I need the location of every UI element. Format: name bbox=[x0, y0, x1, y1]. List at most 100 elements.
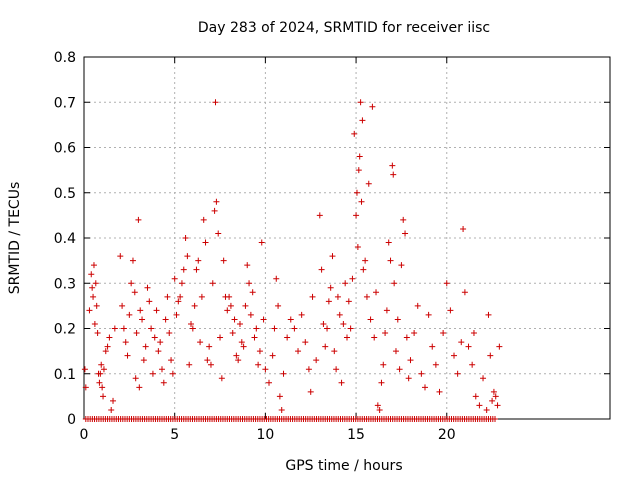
data-point bbox=[432, 361, 439, 368]
data-point bbox=[354, 244, 361, 251]
data-point bbox=[240, 343, 247, 350]
data-point bbox=[177, 293, 184, 300]
data-series bbox=[81, 99, 503, 422]
data-point bbox=[206, 343, 213, 350]
data-point bbox=[421, 384, 428, 391]
data-point bbox=[149, 370, 156, 377]
data-point bbox=[396, 366, 403, 373]
data-point bbox=[276, 393, 283, 400]
data-point bbox=[371, 334, 378, 341]
data-point bbox=[238, 339, 245, 346]
data-point bbox=[374, 402, 381, 409]
data-point bbox=[362, 257, 369, 264]
data-point bbox=[320, 320, 327, 327]
data-point bbox=[200, 216, 207, 223]
data-point bbox=[359, 117, 366, 124]
data-point bbox=[255, 361, 262, 368]
data-point bbox=[390, 171, 397, 178]
data-point bbox=[353, 212, 360, 219]
y-tick-label: 0 bbox=[67, 412, 76, 428]
data-point bbox=[322, 343, 329, 350]
data-point bbox=[487, 352, 494, 359]
data-point bbox=[224, 307, 231, 314]
y-axis-label: SRMTID / TECUs bbox=[7, 182, 23, 295]
data-point bbox=[122, 339, 129, 346]
data-point bbox=[184, 253, 191, 260]
data-point bbox=[380, 361, 387, 368]
data-point bbox=[258, 239, 265, 246]
data-point bbox=[418, 370, 425, 377]
data-point bbox=[403, 334, 410, 341]
data-point bbox=[260, 316, 267, 323]
data-point bbox=[146, 298, 153, 305]
data-point bbox=[227, 302, 234, 309]
data-point bbox=[469, 361, 476, 368]
data-point bbox=[333, 366, 340, 373]
data-point bbox=[305, 366, 312, 373]
data-point bbox=[275, 302, 282, 309]
data-point bbox=[271, 325, 278, 332]
data-point bbox=[373, 289, 380, 296]
data-point bbox=[235, 357, 242, 364]
data-point bbox=[309, 293, 316, 300]
data-point bbox=[436, 388, 443, 395]
data-point bbox=[298, 311, 305, 318]
data-point bbox=[242, 302, 249, 309]
data-point bbox=[355, 167, 362, 174]
data-point bbox=[318, 266, 325, 273]
data-point bbox=[155, 348, 162, 355]
data-point bbox=[191, 302, 198, 309]
data-point bbox=[207, 361, 214, 368]
data-point bbox=[244, 262, 251, 269]
data-point bbox=[494, 402, 501, 409]
data-point bbox=[220, 257, 227, 264]
data-point bbox=[82, 384, 89, 391]
y-axis: 0 0.1 0.2 0.3 0.4 0.5 0.6 0.7 0.8 bbox=[54, 50, 610, 428]
data-point bbox=[217, 334, 224, 341]
data-point bbox=[470, 330, 477, 337]
data-point bbox=[356, 153, 363, 160]
data-point bbox=[98, 361, 105, 368]
data-point bbox=[193, 266, 200, 273]
x-tick-label: 10 bbox=[256, 427, 274, 443]
data-point bbox=[211, 207, 218, 214]
data-point bbox=[382, 330, 389, 337]
data-point bbox=[256, 348, 263, 355]
data-point bbox=[329, 253, 336, 260]
data-point bbox=[93, 302, 100, 309]
data-point bbox=[204, 357, 211, 364]
data-point bbox=[148, 325, 155, 332]
data-point bbox=[338, 379, 345, 386]
data-point bbox=[278, 406, 285, 413]
data-point bbox=[96, 379, 103, 386]
data-point bbox=[153, 307, 160, 314]
data-point bbox=[182, 235, 189, 241]
data-point bbox=[119, 302, 126, 309]
x-axis: 0 5 10 15 20 bbox=[80, 57, 456, 443]
y-tick-label: 0.3 bbox=[54, 276, 76, 292]
data-point bbox=[376, 406, 383, 413]
data-point bbox=[325, 298, 332, 305]
data-point bbox=[342, 280, 349, 287]
data-point bbox=[91, 320, 98, 327]
data-point bbox=[273, 275, 280, 282]
data-point bbox=[345, 298, 352, 305]
data-point bbox=[99, 384, 106, 391]
y-tick-label: 0.4 bbox=[54, 231, 76, 247]
data-point bbox=[81, 366, 88, 373]
data-point bbox=[202, 239, 209, 246]
data-point bbox=[189, 325, 196, 332]
data-point bbox=[334, 293, 341, 300]
data-point bbox=[160, 379, 167, 386]
data-point bbox=[129, 257, 136, 264]
data-point bbox=[213, 198, 220, 205]
data-point bbox=[262, 366, 269, 373]
data-point bbox=[209, 280, 216, 287]
data-point bbox=[162, 316, 169, 323]
data-point bbox=[88, 271, 95, 278]
y-tick-label: 0.7 bbox=[54, 95, 76, 111]
data-point bbox=[454, 370, 461, 377]
data-point bbox=[405, 375, 412, 382]
data-point bbox=[284, 334, 291, 341]
data-point bbox=[316, 212, 323, 219]
